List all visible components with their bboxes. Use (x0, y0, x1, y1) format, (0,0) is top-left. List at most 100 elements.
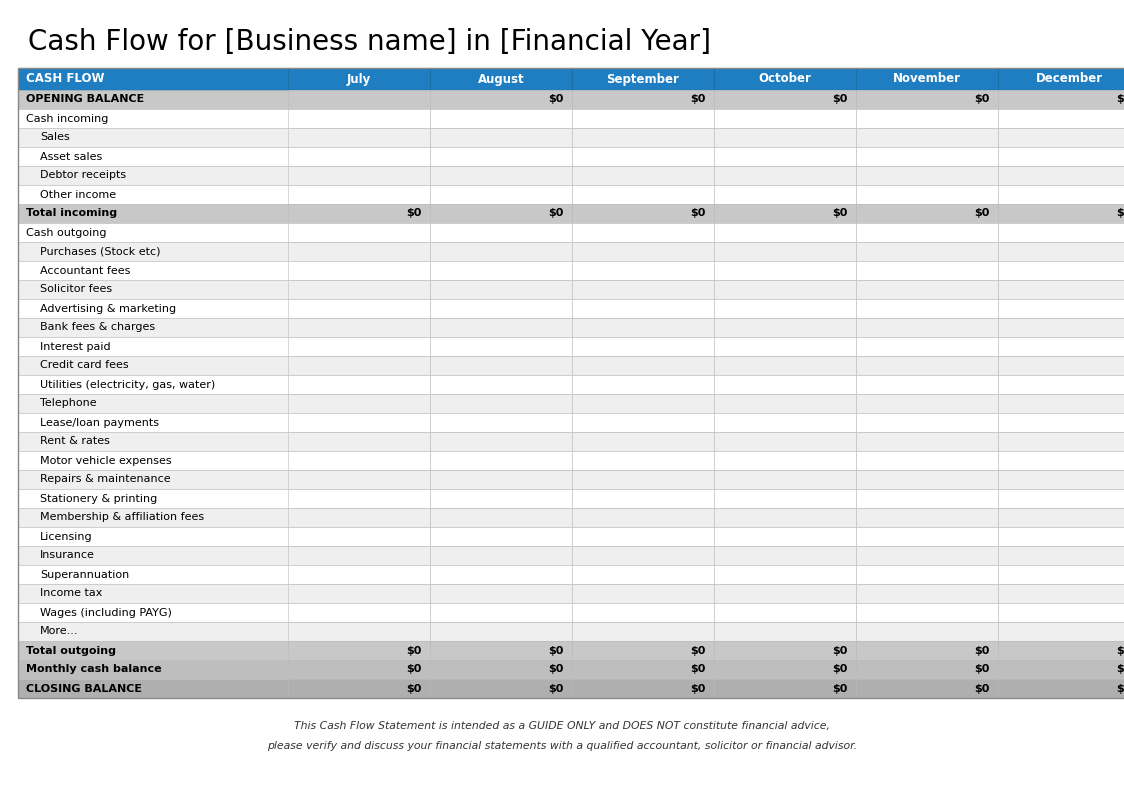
Bar (856, 242, 998, 261)
Bar (288, 413, 430, 432)
Text: $0: $0 (975, 665, 990, 674)
Bar (998, 147, 1124, 166)
Bar (430, 242, 572, 261)
Bar (714, 280, 856, 299)
Text: Advertising & marketing: Advertising & marketing (40, 304, 176, 313)
Text: $0: $0 (407, 208, 422, 219)
Bar (714, 565, 856, 584)
Bar (714, 68, 856, 90)
Bar (430, 280, 572, 299)
Bar (430, 299, 572, 318)
Bar (18, 147, 1124, 166)
Bar (856, 204, 998, 223)
Text: $0: $0 (690, 684, 706, 693)
Bar (288, 185, 430, 204)
Bar (430, 68, 572, 90)
Bar (998, 584, 1124, 603)
Text: $0: $0 (549, 208, 564, 219)
Bar (714, 527, 856, 546)
Text: $0: $0 (1116, 665, 1124, 674)
Text: Stationery & printing: Stationery & printing (40, 494, 157, 503)
Bar (714, 451, 856, 470)
Bar (998, 68, 1124, 90)
Bar (430, 147, 572, 166)
Bar (714, 622, 856, 641)
Bar (430, 622, 572, 641)
Text: Insurance: Insurance (40, 550, 94, 560)
Bar (714, 641, 856, 660)
Bar (998, 508, 1124, 527)
Text: $0: $0 (407, 665, 422, 674)
Bar (288, 527, 430, 546)
Bar (572, 242, 714, 261)
Bar (998, 413, 1124, 432)
Bar (18, 68, 1124, 698)
Bar (714, 489, 856, 508)
Text: Bank fees & charges: Bank fees & charges (40, 323, 155, 332)
Bar (856, 128, 998, 147)
Bar (856, 679, 998, 698)
Bar (998, 128, 1124, 147)
Text: Sales: Sales (40, 133, 70, 142)
Bar (288, 261, 430, 280)
Text: $0: $0 (975, 646, 990, 656)
Bar (288, 622, 430, 641)
Text: Motor vehicle expenses: Motor vehicle expenses (40, 456, 172, 466)
Bar (18, 432, 1124, 451)
Text: $0: $0 (549, 646, 564, 656)
Bar (856, 223, 998, 242)
Bar (998, 489, 1124, 508)
Bar (288, 90, 430, 109)
Bar (430, 185, 572, 204)
Bar (430, 394, 572, 413)
Bar (288, 546, 430, 565)
Bar (288, 603, 430, 622)
Bar (18, 413, 1124, 432)
Text: $0: $0 (833, 95, 847, 104)
Bar (288, 109, 430, 128)
Bar (288, 204, 430, 223)
Bar (998, 679, 1124, 698)
Bar (998, 223, 1124, 242)
Text: Interest paid: Interest paid (40, 342, 110, 351)
Text: $0: $0 (975, 208, 990, 219)
Bar (18, 128, 1124, 147)
Bar (288, 679, 430, 698)
Bar (714, 470, 856, 489)
Bar (18, 489, 1124, 508)
Bar (572, 432, 714, 451)
Bar (18, 109, 1124, 128)
Bar (288, 470, 430, 489)
Bar (18, 565, 1124, 584)
Bar (856, 603, 998, 622)
Text: $0: $0 (833, 646, 847, 656)
Bar (714, 166, 856, 185)
Bar (288, 394, 430, 413)
Bar (572, 394, 714, 413)
Bar (18, 603, 1124, 622)
Bar (856, 546, 998, 565)
Bar (998, 470, 1124, 489)
Bar (572, 508, 714, 527)
Bar (18, 90, 1124, 109)
Bar (288, 584, 430, 603)
Bar (288, 356, 430, 375)
Text: $0: $0 (833, 684, 847, 693)
Bar (714, 109, 856, 128)
Bar (430, 641, 572, 660)
Bar (288, 375, 430, 394)
Bar (998, 166, 1124, 185)
Text: $0: $0 (1116, 208, 1124, 219)
Text: Membership & affiliation fees: Membership & affiliation fees (40, 513, 205, 522)
Bar (430, 413, 572, 432)
Text: CASH FLOW: CASH FLOW (26, 72, 105, 86)
Bar (998, 603, 1124, 622)
Bar (288, 166, 430, 185)
Text: Total outgoing: Total outgoing (26, 646, 116, 656)
Bar (18, 318, 1124, 337)
Bar (714, 299, 856, 318)
Bar (288, 128, 430, 147)
Text: Cash outgoing: Cash outgoing (26, 227, 107, 238)
Text: $0: $0 (975, 95, 990, 104)
Bar (714, 356, 856, 375)
